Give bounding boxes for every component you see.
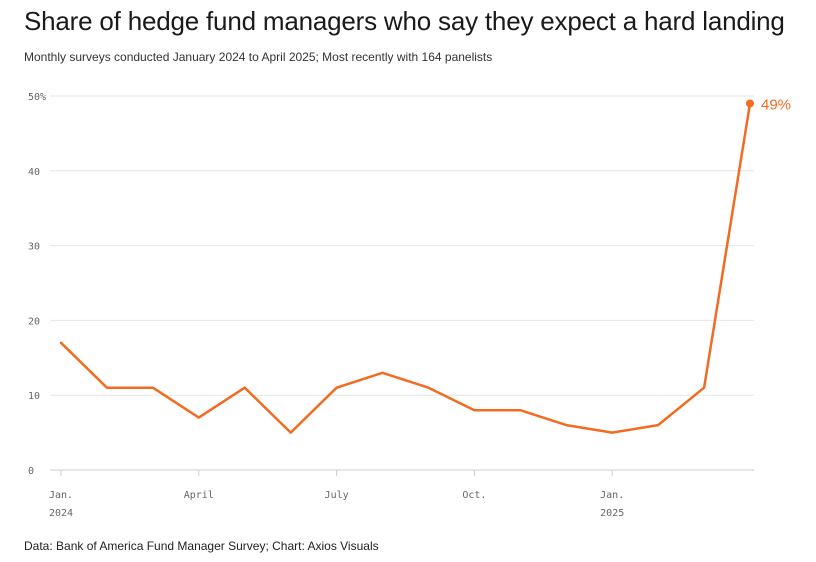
y-tick-label: 50% (28, 92, 46, 103)
series-layer (59, 99, 754, 434)
annotation-layer: 49% (761, 96, 791, 113)
gridlines (50, 95, 754, 471)
x-tick-label: July (325, 490, 349, 501)
x-axis-ticks: Jan. 2024 April July Oct. Jan. 2025 (49, 470, 624, 519)
series-line (59, 102, 752, 434)
end-point-marker (746, 99, 754, 108)
y-axis-ticks: 0 10 20 30 40 50% (28, 92, 46, 477)
end-value-label: 49% (761, 96, 791, 113)
x-tick-label: April (184, 490, 214, 501)
x-tick-year-label: 2024 (49, 508, 73, 519)
y-tick-label: 40 (28, 167, 40, 178)
x-tick-year-label: 2025 (600, 508, 624, 519)
y-tick-label: 30 (28, 242, 40, 253)
x-tick-label: Jan. (49, 490, 73, 501)
source-note: Data: Bank of America Fund Manager Surve… (24, 539, 379, 553)
chart-subtitle: Monthly surveys conducted January 2024 t… (24, 50, 493, 64)
y-tick-label: 0 (28, 466, 34, 477)
chart-title: Share of hedge fund managers who say the… (24, 6, 785, 36)
y-tick-label: 10 (28, 391, 40, 402)
y-tick-label: 20 (28, 316, 40, 327)
x-tick-label: Oct. (462, 490, 486, 501)
x-tick-label: Jan. (600, 490, 624, 501)
